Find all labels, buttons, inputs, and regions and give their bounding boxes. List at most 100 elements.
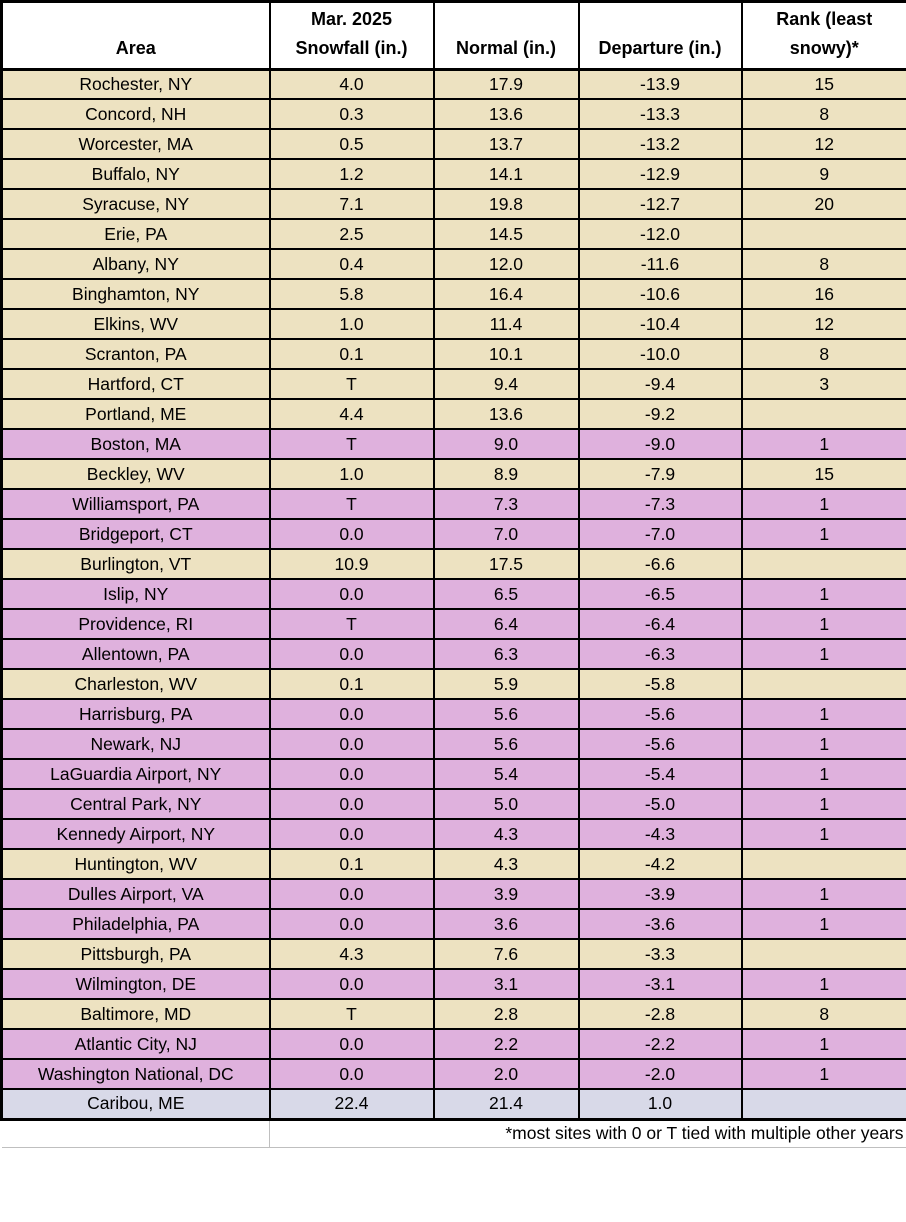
col-header-departure-label: Departure (in.)	[598, 37, 722, 58]
cell-normal: 5.6	[432, 728, 580, 761]
cell-snowfall: 0.1	[268, 338, 435, 371]
col-header-rank-line2: snowy)*	[789, 37, 859, 58]
cell-snowfall: 0.0	[268, 578, 435, 611]
cell-snowfall: 0.0	[268, 698, 435, 731]
cell-departure: -5.6	[577, 698, 743, 731]
cell-departure: -2.8	[577, 998, 743, 1031]
cell-area: Burlington, VT	[0, 548, 271, 581]
cell-normal: 19.8	[432, 188, 580, 221]
cell-snowfall: 4.0	[268, 68, 435, 101]
cell-snowfall: T	[268, 488, 435, 521]
table-row: Harrisburg, PA 0.0 5.6 -5.6 1	[0, 698, 906, 731]
cell-departure: -10.0	[577, 338, 743, 371]
cell-snowfall: 0.0	[268, 638, 435, 671]
cell-normal: 5.4	[432, 758, 580, 791]
cell-normal: 9.4	[432, 368, 580, 401]
cell-snowfall: 0.0	[268, 908, 435, 941]
cell-departure: -5.6	[577, 728, 743, 761]
cell-normal: 9.0	[432, 428, 580, 461]
cell-area: Washington National, DC	[0, 1058, 271, 1091]
cell-area: Erie, PA	[0, 218, 271, 251]
cell-snowfall: 0.0	[268, 518, 435, 551]
cell-rank: 1	[740, 968, 906, 1001]
cell-rank: 1	[740, 1058, 906, 1091]
cell-snowfall: 10.9	[268, 548, 435, 581]
cell-snowfall: 2.5	[268, 218, 435, 251]
cell-area: Bridgeport, CT	[0, 518, 271, 551]
cell-normal: 7.3	[432, 488, 580, 521]
cell-departure: -5.0	[577, 788, 743, 821]
cell-area: Syracuse, NY	[0, 188, 271, 221]
col-header-snowfall-line1: Mar. 2025	[310, 9, 393, 29]
cell-rank: 12	[740, 128, 906, 161]
col-header-area: Area	[0, 0, 271, 71]
cell-rank: 1	[740, 878, 906, 911]
cell-snowfall: 1.0	[268, 308, 435, 341]
cell-departure: -12.7	[577, 188, 743, 221]
cell-normal: 17.9	[432, 68, 580, 101]
cell-normal: 17.5	[432, 548, 580, 581]
cell-snowfall: 5.8	[268, 278, 435, 311]
table-row: Kennedy Airport, NY 0.0 4.3 -4.3 1	[0, 818, 906, 851]
cell-area: Albany, NY	[0, 248, 271, 281]
cell-departure: -4.3	[577, 818, 743, 851]
cell-snowfall: 0.0	[268, 878, 435, 911]
table-row: Portland, ME 4.4 13.6 -9.2	[0, 398, 906, 431]
col-header-departure: Departure (in.)	[577, 0, 743, 71]
footnote-spacer-cell	[1, 1119, 270, 1148]
cell-snowfall: 0.1	[268, 668, 435, 701]
cell-normal: 6.4	[432, 608, 580, 641]
cell-rank: 15	[740, 68, 906, 101]
cell-departure: -2.2	[577, 1028, 743, 1061]
cell-rank: 1	[740, 488, 906, 521]
col-header-snowfall-line2: Snowfall (in.)	[295, 37, 408, 58]
table-row: Beckley, WV 1.0 8.9 -7.9 15	[0, 458, 906, 491]
cell-departure: -9.4	[577, 368, 743, 401]
cell-snowfall: 0.0	[268, 788, 435, 821]
cell-area: Rochester, NY	[0, 68, 271, 101]
cell-departure: -13.3	[577, 98, 743, 131]
cell-snowfall: 0.0	[268, 758, 435, 791]
col-header-normal-label: Normal (in.)	[455, 37, 556, 58]
cell-departure: -13.2	[577, 128, 743, 161]
cell-normal: 13.6	[432, 398, 580, 431]
cell-rank	[740, 398, 906, 431]
table-row: Providence, RI T 6.4 -6.4 1	[0, 608, 906, 641]
cell-normal: 6.3	[432, 638, 580, 671]
cell-snowfall: 0.0	[268, 818, 435, 851]
col-header-snowfall: Mar. 2025 Snowfall (in.)	[268, 0, 435, 71]
cell-snowfall: T	[268, 998, 435, 1031]
cell-normal: 8.9	[432, 458, 580, 491]
cell-rank: 8	[740, 98, 906, 131]
cell-normal: 4.3	[432, 818, 580, 851]
cell-departure: -7.0	[577, 518, 743, 551]
cell-rank: 8	[740, 248, 906, 281]
col-header-normal: Normal (in.)	[432, 0, 580, 71]
col-header-area-label: Area	[115, 37, 156, 58]
cell-departure: -10.4	[577, 308, 743, 341]
cell-rank: 1	[740, 608, 906, 641]
cell-snowfall: 0.3	[268, 98, 435, 131]
table-row: Newark, NJ 0.0 5.6 -5.6 1	[0, 728, 906, 761]
cell-area: Portland, ME	[0, 398, 271, 431]
cell-normal: 7.0	[432, 518, 580, 551]
cell-area: Central Park, NY	[0, 788, 271, 821]
cell-area: Caribou, ME	[0, 1088, 271, 1121]
table-row: Elkins, WV 1.0 11.4 -10.4 12	[0, 308, 906, 341]
table-row: Bridgeport, CT 0.0 7.0 -7.0 1	[0, 518, 906, 551]
cell-normal: 5.9	[432, 668, 580, 701]
table-row: Washington National, DC 0.0 2.0 -2.0 1	[0, 1058, 906, 1091]
table-row: Burlington, VT 10.9 17.5 -6.6	[0, 548, 906, 581]
cell-departure: -5.4	[577, 758, 743, 791]
cell-rank: 1	[740, 518, 906, 551]
cell-area: Huntington, WV	[0, 848, 271, 881]
cell-departure: -13.9	[577, 68, 743, 101]
cell-area: Worcester, MA	[0, 128, 271, 161]
table-row: Philadelphia, PA 0.0 3.6 -3.6 1	[0, 908, 906, 941]
footnote-row: *most sites with 0 or T tied with multip…	[1, 1119, 906, 1148]
cell-area: Atlantic City, NJ	[0, 1028, 271, 1061]
table-row: Syracuse, NY 7.1 19.8 -12.7 20	[0, 188, 906, 221]
cell-normal: 11.4	[432, 308, 580, 341]
cell-rank	[740, 548, 906, 581]
cell-departure: -7.3	[577, 488, 743, 521]
